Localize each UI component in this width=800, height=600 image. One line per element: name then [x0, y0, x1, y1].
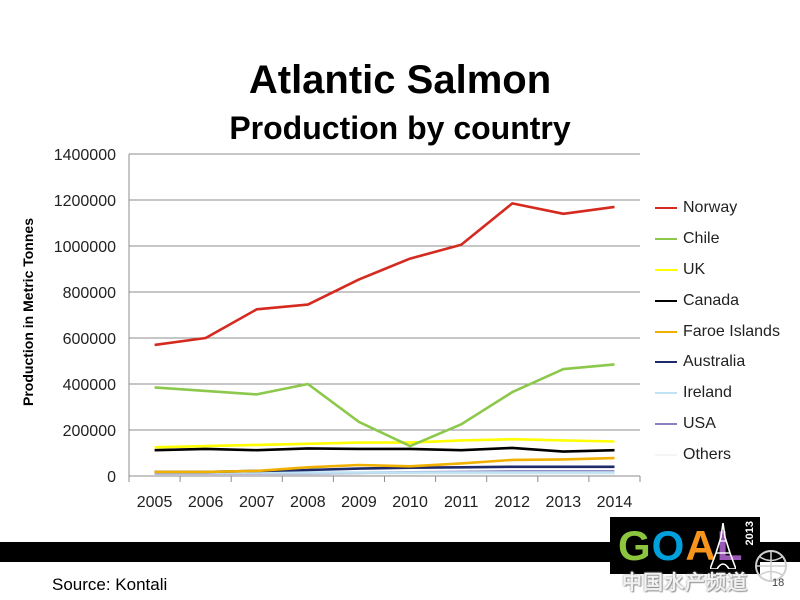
x-tick-label: 2012 [494, 494, 530, 511]
legend-swatch [655, 207, 677, 210]
legend-item-uk: UK [655, 255, 800, 286]
x-tick-label: 2010 [392, 494, 428, 511]
legend-label: Others [683, 445, 732, 463]
y-tick-label: 0 [107, 469, 116, 486]
legend-label: Australia [683, 353, 746, 371]
x-tick-label: 2009 [341, 494, 377, 511]
y-tick-label: 1000000 [54, 239, 116, 256]
legend-swatch [655, 268, 677, 271]
legend-label: Canada [683, 291, 740, 309]
legend-item-chile: Chile [655, 224, 800, 255]
legend-item-faroe-islands: Faroe Islands [655, 316, 800, 347]
legend-label: UK [683, 260, 706, 278]
source-note: Source: Kontali [52, 575, 168, 594]
legend-item-ireland: Ireland [655, 378, 800, 409]
series-line-norway [154, 202, 615, 347]
logo-wordmark: GOAL [618, 522, 744, 569]
legend-label: Ireland [683, 384, 732, 402]
x-tick-label: 2014 [597, 494, 633, 511]
legend-swatch [655, 392, 677, 395]
series-line-uk [154, 437, 615, 449]
x-tick-label: 2008 [290, 494, 326, 511]
watermark-globe-icon [755, 550, 787, 582]
legend-item-australia: Australia [655, 347, 800, 378]
footer-bar [0, 542, 800, 562]
x-tick-label: 2011 [444, 494, 479, 511]
legend-label: USA [683, 414, 716, 432]
x-tick-label: 2013 [546, 494, 582, 511]
legend-item-norway: Norway [655, 193, 800, 224]
legend-label: Norway [683, 199, 738, 217]
y-tick-label: 600000 [63, 331, 116, 348]
y-tick-label: 400000 [63, 377, 116, 394]
legend-swatch [655, 238, 677, 241]
chart-legend: Norway Chile UK Canada Faroe Islands Australi… [655, 193, 800, 470]
legend-swatch [655, 361, 677, 364]
legend-item-others: Others [655, 439, 800, 470]
legend-label: Chile [683, 230, 720, 248]
legend-swatch [655, 299, 677, 302]
y-axis-label: Production in Metric Tonnes [20, 218, 36, 406]
series-line-faroe-islands [154, 456, 615, 474]
y-tick-label: 1400000 [54, 147, 116, 164]
goal-logo: GOAL 2013 [610, 517, 760, 574]
legend-swatch [655, 453, 677, 456]
legend-label: Faroe Islands [683, 322, 780, 340]
slide-title: Atlantic Salmon [248, 58, 552, 102]
x-tick-label: 2005 [137, 494, 173, 511]
page-number: 18 [772, 577, 785, 589]
y-tick-label: 800000 [63, 285, 116, 302]
legend-item-canada: Canada [655, 285, 800, 316]
series-line-chile [154, 363, 615, 448]
eiffel-tower-icon [710, 523, 736, 569]
x-tick-label: 2006 [188, 494, 224, 511]
legend-item-usa: USA [655, 409, 800, 440]
y-tick-label: 200000 [63, 423, 116, 440]
legend-swatch [655, 422, 677, 425]
slide-subtitle: Production by country [229, 110, 571, 146]
legend-swatch [655, 330, 677, 333]
y-tick-label: 1200000 [54, 193, 116, 210]
logo-year: 2013 [744, 521, 756, 546]
x-tick-label: 2007 [239, 494, 275, 511]
watermark-text: 中国水产频道 [622, 572, 748, 594]
series-line-canada [154, 446, 615, 453]
